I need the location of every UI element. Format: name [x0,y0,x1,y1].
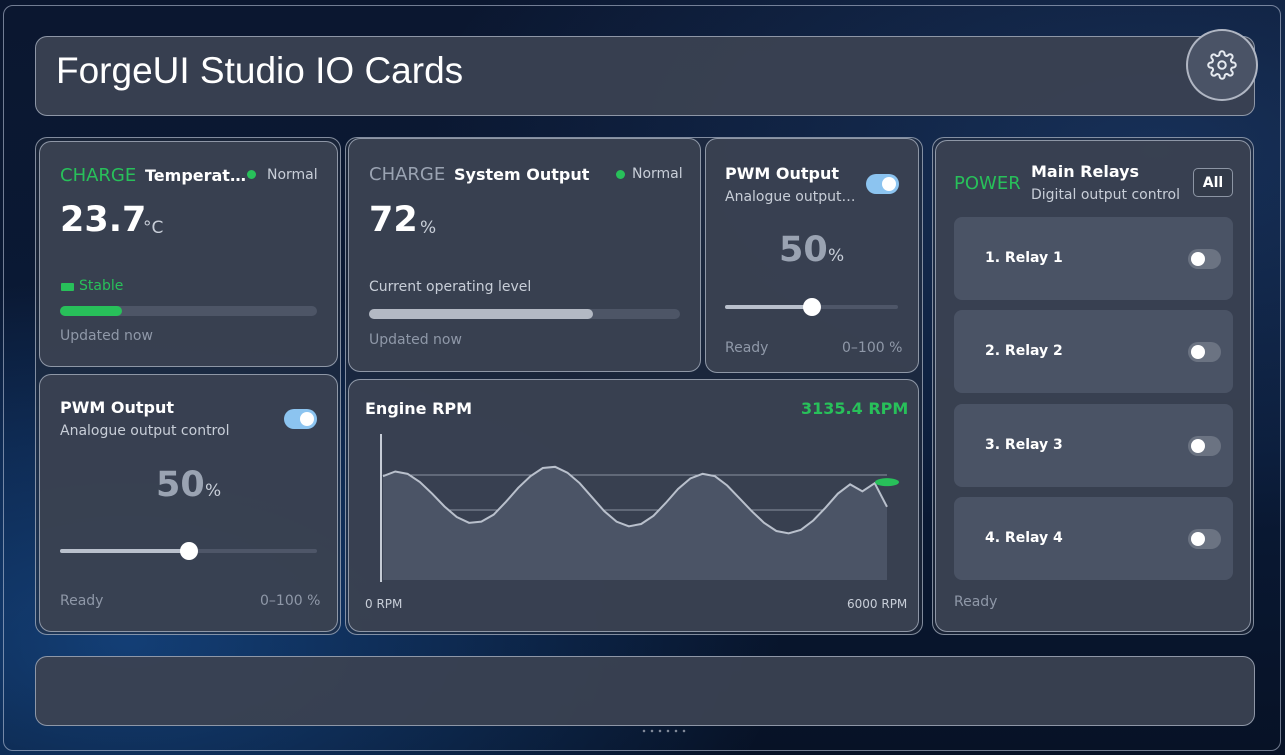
pwm-small-slider-fill [725,305,812,309]
temperature-card [39,141,338,367]
temperature-type-label: CHARGE [60,165,137,186]
relays-type-label: POWER [954,173,1021,194]
page-title: ForgeUI Studio IO Cards [56,50,464,91]
pwm-small-state: Ready [725,340,769,356]
gear-icon [1207,50,1237,80]
pwm-large-slider[interactable] [60,542,317,560]
pwm-large-slider-thumb[interactable] [179,542,198,560]
toggle-knob [300,412,314,426]
relay-row-2[interactable]: 2. Relay 2 [954,310,1233,393]
pwm-large-value: 50 [156,465,205,505]
system-output-updated: Updated now [369,332,462,348]
temperature-progress [60,306,317,316]
pwm-small-unit: % [828,246,845,266]
relay-label: 1. Relay 1 [985,250,1063,266]
relays-state: Ready [954,594,998,610]
rpm-max-label: 6000 RPM [847,597,908,611]
relay-row-1[interactable]: 1. Relay 1 [954,217,1233,300]
system-output-card [348,138,701,372]
relay-1-toggle[interactable] [1188,249,1221,269]
status-dot [247,170,256,179]
status-dot [616,170,625,179]
relay-label: 3. Relay 3 [985,437,1063,453]
pwm-large-slider-fill [60,549,189,553]
pwm-small-subtitle: Analogue output… [725,189,856,205]
rpm-min-label: 0 RPM [365,597,403,611]
rpm-current-marker [875,478,899,487]
temperature-progress-fill [60,306,122,316]
engine-rpm-readout: 3135.4 RPM [801,399,909,418]
temperature-updated: Updated now [60,328,153,344]
temperature-value: 23.7 [60,200,147,240]
relay-label: 2. Relay 2 [985,343,1063,359]
relay-label: 4. Relay 4 [985,530,1063,546]
pwm-large-subtitle: Analogue output control [60,423,230,439]
engine-rpm-card [348,379,919,632]
system-output-unit: % [420,218,437,238]
all-button[interactable]: All [1193,168,1233,197]
system-output-value: 72 [369,200,418,240]
header-bar [35,36,1255,116]
pwm-small-toggle[interactable] [866,174,899,194]
temperature-unit: °C [143,218,164,238]
pwm-small-slider-thumb[interactable] [802,298,821,316]
rpm-area [383,466,887,580]
pwm-small-slider[interactable] [725,298,898,316]
temperature-trend: Stable [79,278,124,294]
settings-button[interactable] [1186,29,1258,101]
toggle-knob [1191,252,1205,266]
rpm-line [382,465,888,535]
system-output-status: Normal [632,166,683,182]
system-output-progress [369,309,680,319]
pwm-small-value: 50 [779,230,828,270]
footer-bar [35,656,1255,726]
trend-indicator-icon [61,283,74,291]
toggle-knob [1191,345,1205,359]
toggle-knob [882,177,896,191]
system-output-type-label: CHARGE [369,164,446,185]
resize-grip[interactable] [640,729,688,733]
pwm-large-unit: % [205,481,222,501]
engine-rpm-chart [380,434,899,582]
relay-4-toggle[interactable] [1188,529,1221,549]
relay-row-3[interactable]: 3. Relay 3 [954,404,1233,487]
relay-2-toggle[interactable] [1188,342,1221,362]
pwm-small-range: 0–100 % [842,340,903,356]
relays-subtitle: Digital output control [1031,187,1181,203]
pwm-large-state: Ready [60,593,104,609]
window-frame [3,5,1281,751]
relays-title: Main Relays [1031,162,1140,181]
pwm-large-range: 0–100 % [260,593,321,609]
relay-3-toggle[interactable] [1188,436,1221,456]
temperature-status: Normal [267,167,318,183]
pwm-large-toggle[interactable] [284,409,317,429]
relay-row-4[interactable]: 4. Relay 4 [954,497,1233,580]
system-output-caption: Current operating level [369,279,532,295]
system-output-title: System Output [454,165,590,184]
temperature-title: Temperat… [145,166,246,185]
system-output-progress-fill [369,309,593,319]
engine-rpm-title: Engine RPM [365,399,473,418]
toggle-knob [1191,439,1205,453]
pwm-small-title: PWM Output [725,164,839,183]
toggle-knob [1191,532,1205,546]
pwm-large-title: PWM Output [60,398,174,417]
